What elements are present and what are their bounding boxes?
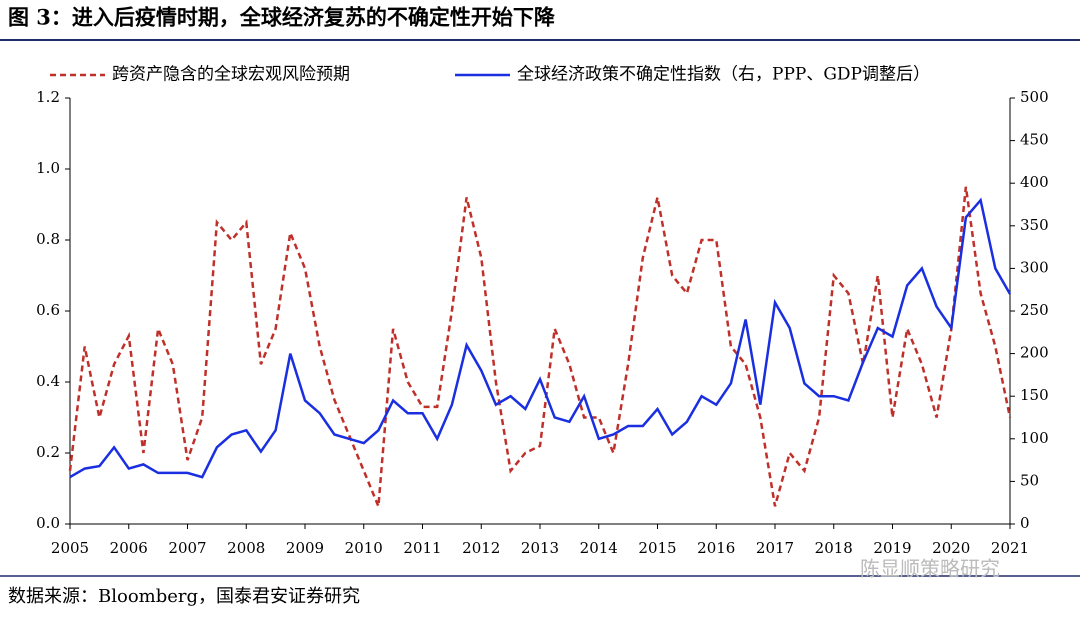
y-tick-label: 1.0 <box>36 159 60 177</box>
series-line <box>68 186 1012 507</box>
y2-tick-label: 200 <box>1020 344 1049 362</box>
y2-tick-label: 0 <box>1020 514 1030 532</box>
x-tick-label: 2006 <box>110 539 148 557</box>
chart-title: 图 3：进入后疫情时期，全球经济复苏的不确定性开始下降 <box>8 5 556 30</box>
x-tick-label: 2011 <box>403 539 441 557</box>
x-tick-label: 2013 <box>521 539 559 557</box>
y-tick-label: 0.2 <box>36 443 60 461</box>
x-tick-label: 2012 <box>462 539 500 557</box>
y2-tick-label: 300 <box>1020 258 1049 276</box>
x-tick-label: 2015 <box>638 539 676 557</box>
x-tick-label: 2005 <box>51 539 89 557</box>
x-tick-label: 2016 <box>697 539 735 557</box>
x-tick-label: 2014 <box>580 539 618 557</box>
legend-label: 跨资产隐含的全球宏观风险预期 <box>112 65 350 85</box>
x-tick-label: 2018 <box>815 539 853 557</box>
x-tick-label: 2017 <box>756 539 794 557</box>
y2-tick-label: 400 <box>1020 173 1049 191</box>
y-tick-label: 0.4 <box>36 372 60 390</box>
y2-tick-label: 50 <box>1020 471 1039 489</box>
x-tick-label: 2020 <box>932 539 970 557</box>
x-tick-label: 2010 <box>345 539 383 557</box>
y-tick-label: 0.6 <box>36 301 60 319</box>
y-tick-label: 0.8 <box>36 230 60 248</box>
x-tick-label: 2019 <box>873 539 911 557</box>
watermark: 陈显顺策略研究 <box>860 557 1000 581</box>
y2-tick-label: 250 <box>1020 301 1049 319</box>
y-tick-label: 0.0 <box>36 514 60 532</box>
x-tick-label: 2008 <box>227 539 265 557</box>
y2-tick-label: 500 <box>1020 88 1049 106</box>
source: 数据来源：Bloomberg，国泰君安证券研究 <box>8 586 360 607</box>
y-tick-label: 1.2 <box>36 88 60 106</box>
series-line <box>69 197 1012 479</box>
y2-tick-label: 150 <box>1020 386 1049 404</box>
y2-tick-label: 350 <box>1020 216 1049 234</box>
x-tick-label: 2007 <box>168 539 206 557</box>
x-tick-label: 2009 <box>286 539 324 557</box>
y2-tick-label: 450 <box>1020 131 1049 149</box>
x-tick-label: 2021 <box>991 539 1029 557</box>
legend-label: 全球经济政策不确定性指数（右，PPP、GDP调整后） <box>517 65 930 85</box>
y2-tick-label: 100 <box>1020 429 1049 447</box>
